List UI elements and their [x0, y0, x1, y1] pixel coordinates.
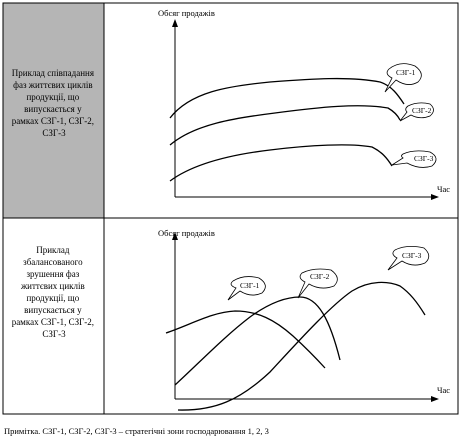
top-curve-szg1 — [169, 77, 405, 119]
top-tag-szg1: СЗГ-1 — [396, 68, 416, 77]
top-tag-szg3: СЗГ-3 — [414, 154, 434, 163]
bottom-left-panel — [3, 218, 104, 414]
top-tag-szg3-callout — [391, 150, 437, 168]
bottom-chart: Обсяг продажів Час СЗГ-1 СЗГ-2 СЗГ-3 — [158, 228, 450, 411]
top-curve-szg2 — [169, 105, 401, 146]
bottom-x-axis-arrow — [431, 396, 439, 402]
top-left-panel — [3, 3, 104, 218]
bottom-tag-szg1-callout — [227, 276, 266, 301]
bottom-curve-szg2 — [174, 296, 341, 386]
bottom-tag-szg1: СЗГ-1 — [240, 281, 260, 290]
bottom-y-axis-arrow — [172, 232, 178, 240]
bottom-curve-szg1 — [165, 310, 326, 369]
bottom-description: Приклад збалансованого зрушення фаз житт… — [12, 245, 97, 339]
bottom-tag-szg2-callout — [297, 268, 338, 299]
top-y-axis-arrow — [172, 19, 178, 27]
top-x-axis-label: Час — [437, 184, 450, 194]
bottom-tag-szg3: СЗГ-3 — [402, 251, 422, 260]
top-curve-szg3 — [169, 144, 393, 182]
top-tag-szg2-callout — [399, 102, 434, 122]
top-tag-szg1-callout — [384, 63, 422, 93]
top-x-axis-arrow — [431, 194, 439, 200]
table-frame — [2, 2, 459, 415]
top-chart: Обсяг продажів Час СЗГ-1 СЗГ-2 СЗГ-3 — [158, 8, 450, 200]
bottom-x-axis-label: Час — [437, 385, 450, 395]
top-tag-szg2: СЗГ-2 — [412, 106, 432, 115]
bottom-tag-szg2: СЗГ-2 — [310, 272, 330, 281]
footnote: Примітка. СЗГ-1, СЗГ-2, СЗГ-3 – стратегі… — [4, 426, 269, 436]
top-description: Приклад співпадання фаз життєвих циклів … — [12, 68, 97, 138]
bottom-y-axis-label: Обсяг продажів — [158, 228, 215, 238]
top-y-axis-label: Обсяг продажів — [158, 8, 215, 18]
bottom-tag-szg3-callout — [387, 246, 430, 271]
bottom-curve-szg3 — [177, 281, 426, 411]
